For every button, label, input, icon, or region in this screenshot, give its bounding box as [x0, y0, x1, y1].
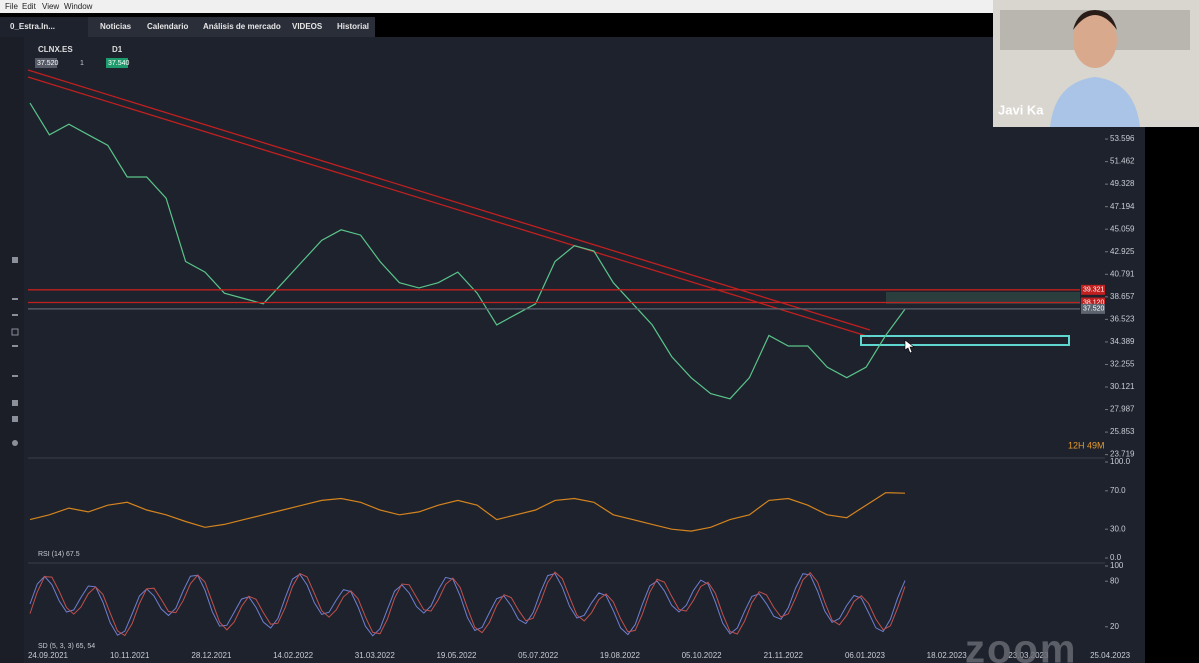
price-label: 32.255: [1110, 360, 1135, 369]
tab[interactable]: VIDEOS: [292, 22, 323, 31]
cursor: [904, 339, 915, 354]
price-label: 51.462: [1110, 157, 1135, 166]
stoch-axis-label: 20: [1110, 622, 1119, 631]
price-label: 42.925: [1110, 247, 1135, 256]
tab[interactable]: Análisis de mercado: [203, 22, 281, 31]
price-label: 47.194: [1110, 202, 1135, 211]
active-tab: [0, 17, 88, 37]
rsi-axis-label: 100.0: [1110, 457, 1131, 466]
support-box: [860, 335, 1070, 346]
tool-strip: [0, 37, 24, 663]
timeframe: D1: [112, 45, 123, 54]
date-label: 25.04.2023: [1090, 651, 1131, 660]
price-label: 36.523: [1110, 314, 1135, 323]
menu-bar: [0, 0, 1199, 13]
menu-item: View: [42, 2, 59, 11]
date-label: 28.12.2021: [191, 651, 232, 660]
rsi-axis-label: 70.0: [1110, 486, 1126, 495]
trend-line: [27, 76, 871, 338]
person-hair: [1073, 10, 1117, 30]
ask: 37.540: [108, 60, 130, 67]
price-label: 40.791: [1110, 269, 1135, 278]
tab-bar: [0, 17, 375, 37]
tool-icons: [11, 257, 19, 446]
trend-line: [27, 69, 871, 331]
symbol: CLNX.ES: [38, 45, 73, 54]
price-label: 27.987: [1110, 405, 1135, 414]
date-label: 05.07.2022: [518, 651, 559, 660]
level-tag: [1081, 284, 1105, 295]
date-label: 05.10.2022: [682, 651, 723, 660]
stoch-main: [29, 573, 906, 637]
person-head: [1073, 12, 1117, 68]
bid: 37.520: [37, 60, 59, 67]
stoch-label: SD (5, 3, 3) 65, 54: [38, 643, 95, 650]
rsi-axis-label: 0.0: [1110, 553, 1122, 562]
price-label: 34.389: [1110, 337, 1135, 346]
date-label: 06.01.2023: [845, 651, 886, 660]
date-label: 14.02.2022: [273, 651, 314, 660]
date-label: 19.05.2022: [436, 651, 477, 660]
price-label: 25.853: [1110, 427, 1135, 436]
bid-box: [35, 58, 57, 68]
date-label: 31.03.2022: [355, 651, 396, 660]
menu-item: Window: [64, 2, 93, 11]
level-label: 38.120: [1083, 299, 1105, 306]
tab[interactable]: Noticias: [100, 22, 132, 31]
date-label: 19.08.2022: [600, 651, 641, 660]
volume: 1: [80, 60, 84, 67]
price-label: 53.596: [1110, 134, 1135, 143]
watermark: zoom: [965, 628, 1077, 663]
person-shirt: [1050, 77, 1140, 127]
rsi-line: [29, 492, 906, 532]
zone: [886, 292, 1080, 304]
rsi-label: RSI (14) 67.5: [38, 551, 80, 558]
stoch-axis-label: 80: [1110, 576, 1119, 585]
level-tag: [1081, 303, 1105, 314]
level-label: 39.321: [1083, 287, 1105, 294]
menu-item: Edit: [22, 2, 37, 11]
countdown: 12H 49M: [1068, 440, 1105, 450]
tab: 0_Estra.In...: [10, 22, 55, 31]
stoch-axis-label: 100: [1110, 561, 1124, 570]
date-label: 10.11.2021: [110, 651, 150, 660]
tab[interactable]: Historial: [337, 22, 369, 31]
rsi-axis-label: 30.0: [1110, 524, 1126, 533]
chart-area: [0, 37, 1145, 663]
participant-name: Javi Ka: [998, 102, 1044, 117]
tab[interactable]: Calendario: [147, 22, 188, 31]
price-axis: [1105, 37, 1145, 663]
date-label: 24.09.2021: [28, 651, 69, 660]
stoch-signal: [29, 571, 906, 637]
price-label: 23.719: [1110, 450, 1135, 459]
price-label: 38.657: [1110, 292, 1135, 301]
date-label: 21.11.2022: [764, 651, 804, 660]
price-label: 45.059: [1110, 224, 1135, 233]
price-line: [29, 102, 906, 400]
level-tag: [1081, 297, 1105, 308]
price-label: 49.328: [1110, 179, 1135, 188]
menu-item: File: [5, 2, 18, 11]
price-label: 30.121: [1110, 382, 1135, 391]
ask-box: [106, 58, 128, 68]
date-label: 18.02.2023: [927, 651, 968, 660]
date-label: 23.03.2023: [1008, 651, 1049, 660]
level-label: 37.520: [1083, 306, 1105, 313]
